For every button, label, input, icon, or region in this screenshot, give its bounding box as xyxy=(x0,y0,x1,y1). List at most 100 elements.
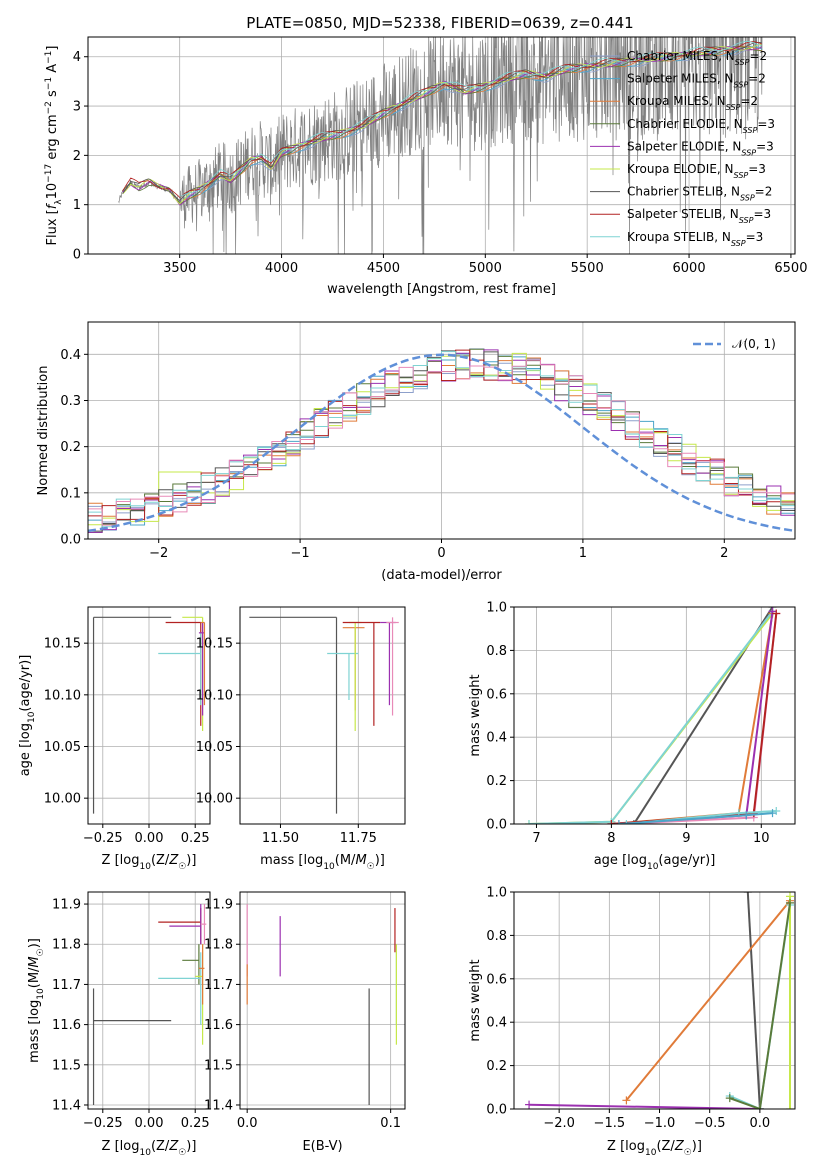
weight-marker xyxy=(755,1105,764,1109)
axes-frame xyxy=(239,606,406,825)
y-tick-label: 11.8 xyxy=(52,938,81,953)
y-tick-label: 0.0 xyxy=(486,818,507,833)
figure-title: PLATE=0850, MJD=52338, FIBERID=0639, z=0… xyxy=(246,14,633,32)
panel-mass-vs-EBV: 0.0 0.1 11.4 11.5 11.6 11.7 11.8 11.9 E(B-V) xyxy=(204,891,406,1154)
y-tick-label: 10.15 xyxy=(44,637,81,652)
plot-area xyxy=(92,616,206,814)
x-tick-label: 0.0 xyxy=(750,1116,771,1131)
weight-marker xyxy=(622,1096,631,1105)
y-axis-label: mass weight xyxy=(468,959,483,1041)
x-tick-label: 4500 xyxy=(367,261,400,276)
x-tick-label: 11.75 xyxy=(340,831,377,846)
weight-line xyxy=(729,902,791,1109)
y-tick-label: 0.8 xyxy=(486,929,507,944)
y-tick-label: 11.5 xyxy=(204,1058,233,1073)
weight-marker xyxy=(725,1094,734,1103)
weight-line xyxy=(611,613,778,824)
y-axis-label: age [log10(age/yr)] xyxy=(18,655,37,777)
plot-area xyxy=(524,607,781,824)
y-tick-label: 11.9 xyxy=(52,898,81,913)
y-axis-label: Flux [fλ10−17 erg cm−2 s−1 A−1] xyxy=(44,46,64,246)
weight-marker xyxy=(768,809,777,818)
legend-entry: Kroupa ELODIE, NSSP=3 xyxy=(627,162,766,180)
plot-area xyxy=(118,37,763,254)
y-tick-label: 0.6 xyxy=(486,972,507,987)
panel-massweight-vs-age: 7 8 9 10 0.0 0.2 0.4 0.6 0.8 1.0 age [log10(age/yr… xyxy=(468,601,796,872)
y-tick-label: 0.2 xyxy=(486,774,507,789)
panel-age-vs-mass: 11.50 11.75 10.00 10.05 10.10 10.15 mass [log1… xyxy=(196,606,406,872)
x-tick-label: 1 xyxy=(579,546,587,561)
plot-area xyxy=(88,348,795,539)
x-tick-label: −0.25 xyxy=(83,1116,123,1131)
y-tick-label: 11.9 xyxy=(204,898,233,913)
y-tick-label: 10.15 xyxy=(196,637,233,652)
panel-spectrum: 3500 4000 4500 5000 5500 6000 6500 0 1 2 3 4 wavelen… xyxy=(44,36,807,297)
x-tick-label: 4000 xyxy=(265,261,298,276)
model-line xyxy=(122,43,762,205)
y-tick-label: 11.6 xyxy=(204,1018,233,1033)
plot-area xyxy=(525,892,794,1109)
panel-residuals: −2 −1 0 1 2 0.0 0.1 0.2 0.3 0.4 𝒩(0, 1) (data-model… xyxy=(36,321,796,583)
weight-marker xyxy=(525,1100,534,1109)
y-tick-label: 10.05 xyxy=(44,740,81,755)
y-tick-label: 11.7 xyxy=(52,978,81,993)
x-tick-label: 0.00 xyxy=(135,831,164,846)
y-tick-label: 10.10 xyxy=(196,688,233,703)
x-tick-label: 2 xyxy=(720,546,728,561)
legend-entry: Salpeter MILES, NSSP=2 xyxy=(627,72,766,90)
x-tick-label: 5000 xyxy=(469,261,502,276)
weight-line xyxy=(618,613,778,824)
y-tick-label: 10.10 xyxy=(44,688,81,703)
weight-marker xyxy=(785,898,794,907)
y-tick-label: 4 xyxy=(73,50,81,65)
y-tick-label: 1.0 xyxy=(486,601,507,616)
normal-curve xyxy=(88,353,795,533)
legend-normal: 𝒩(0, 1) xyxy=(732,337,776,351)
y-tick-label: 0.4 xyxy=(60,348,81,363)
weight-line xyxy=(529,1103,760,1109)
y-tick-label: 10.05 xyxy=(196,740,233,755)
weight-marker xyxy=(743,892,752,896)
axes-frame xyxy=(239,891,406,1110)
x-tick-label: 10 xyxy=(753,831,770,846)
weight-line xyxy=(746,892,761,1109)
x-tick-label: 6000 xyxy=(673,261,706,276)
axes-frame xyxy=(513,891,796,1110)
data-spectrum xyxy=(118,37,763,254)
y-tick-label: 11.6 xyxy=(52,1018,81,1033)
axes-frame xyxy=(87,36,796,255)
plot-area xyxy=(249,616,399,814)
y-tick-label: 0.4 xyxy=(486,1016,507,1031)
weight-marker xyxy=(785,1105,794,1109)
y-tick-label: 0.2 xyxy=(60,440,81,455)
weight-marker xyxy=(772,806,781,815)
y-tick-label: 3 xyxy=(73,100,81,115)
legend-entry: Chabrier MILES, NSSP=2 xyxy=(627,49,767,67)
x-tick-label: 5500 xyxy=(571,261,604,276)
weight-line xyxy=(528,612,774,824)
x-axis-label: Z [log10(Z/Z☉)] xyxy=(102,1139,197,1158)
x-axis-label: age [log10(age/yr)] xyxy=(594,853,716,872)
x-axis-label: mass [log10(M/M☉)] xyxy=(260,853,385,872)
legend-entry: Chabrier STELIB, NSSP=2 xyxy=(627,185,772,203)
x-tick-label: −2 xyxy=(149,546,168,561)
x-axis-label: Z [log10(Z/Z☉)] xyxy=(607,1139,702,1158)
y-tick-label: 1.0 xyxy=(486,886,507,901)
y-tick-label: 0 xyxy=(73,248,81,263)
legend-entry: Kroupa MILES, NSSP=2 xyxy=(627,94,758,112)
y-tick-label: 2 xyxy=(73,149,81,164)
panel-mass-vs-Z: −0.25 0.00 0.25 11.4 11.5 11.6 11.7 11.8 11.9 Z [… xyxy=(27,891,211,1158)
legend-entry: Salpeter STELIB, NSSP=3 xyxy=(627,207,771,225)
x-tick-label: 9 xyxy=(682,831,690,846)
y-axis-label: mass [log10(M/M☉)] xyxy=(27,938,46,1063)
x-tick-label: −0.5 xyxy=(694,1116,726,1131)
x-tick-label: 6500 xyxy=(774,261,807,276)
x-tick-label: −2.0 xyxy=(543,1116,575,1131)
y-axis-label: mass weight xyxy=(468,674,483,756)
x-axis-label: E(B-V) xyxy=(302,1139,342,1154)
y-tick-label: 0.3 xyxy=(60,394,81,409)
x-axis-label: Z [log10(Z/Z☉)] xyxy=(102,853,197,872)
x-tick-label: 0.00 xyxy=(135,1116,164,1131)
y-tick-label: 11.4 xyxy=(204,1098,233,1113)
